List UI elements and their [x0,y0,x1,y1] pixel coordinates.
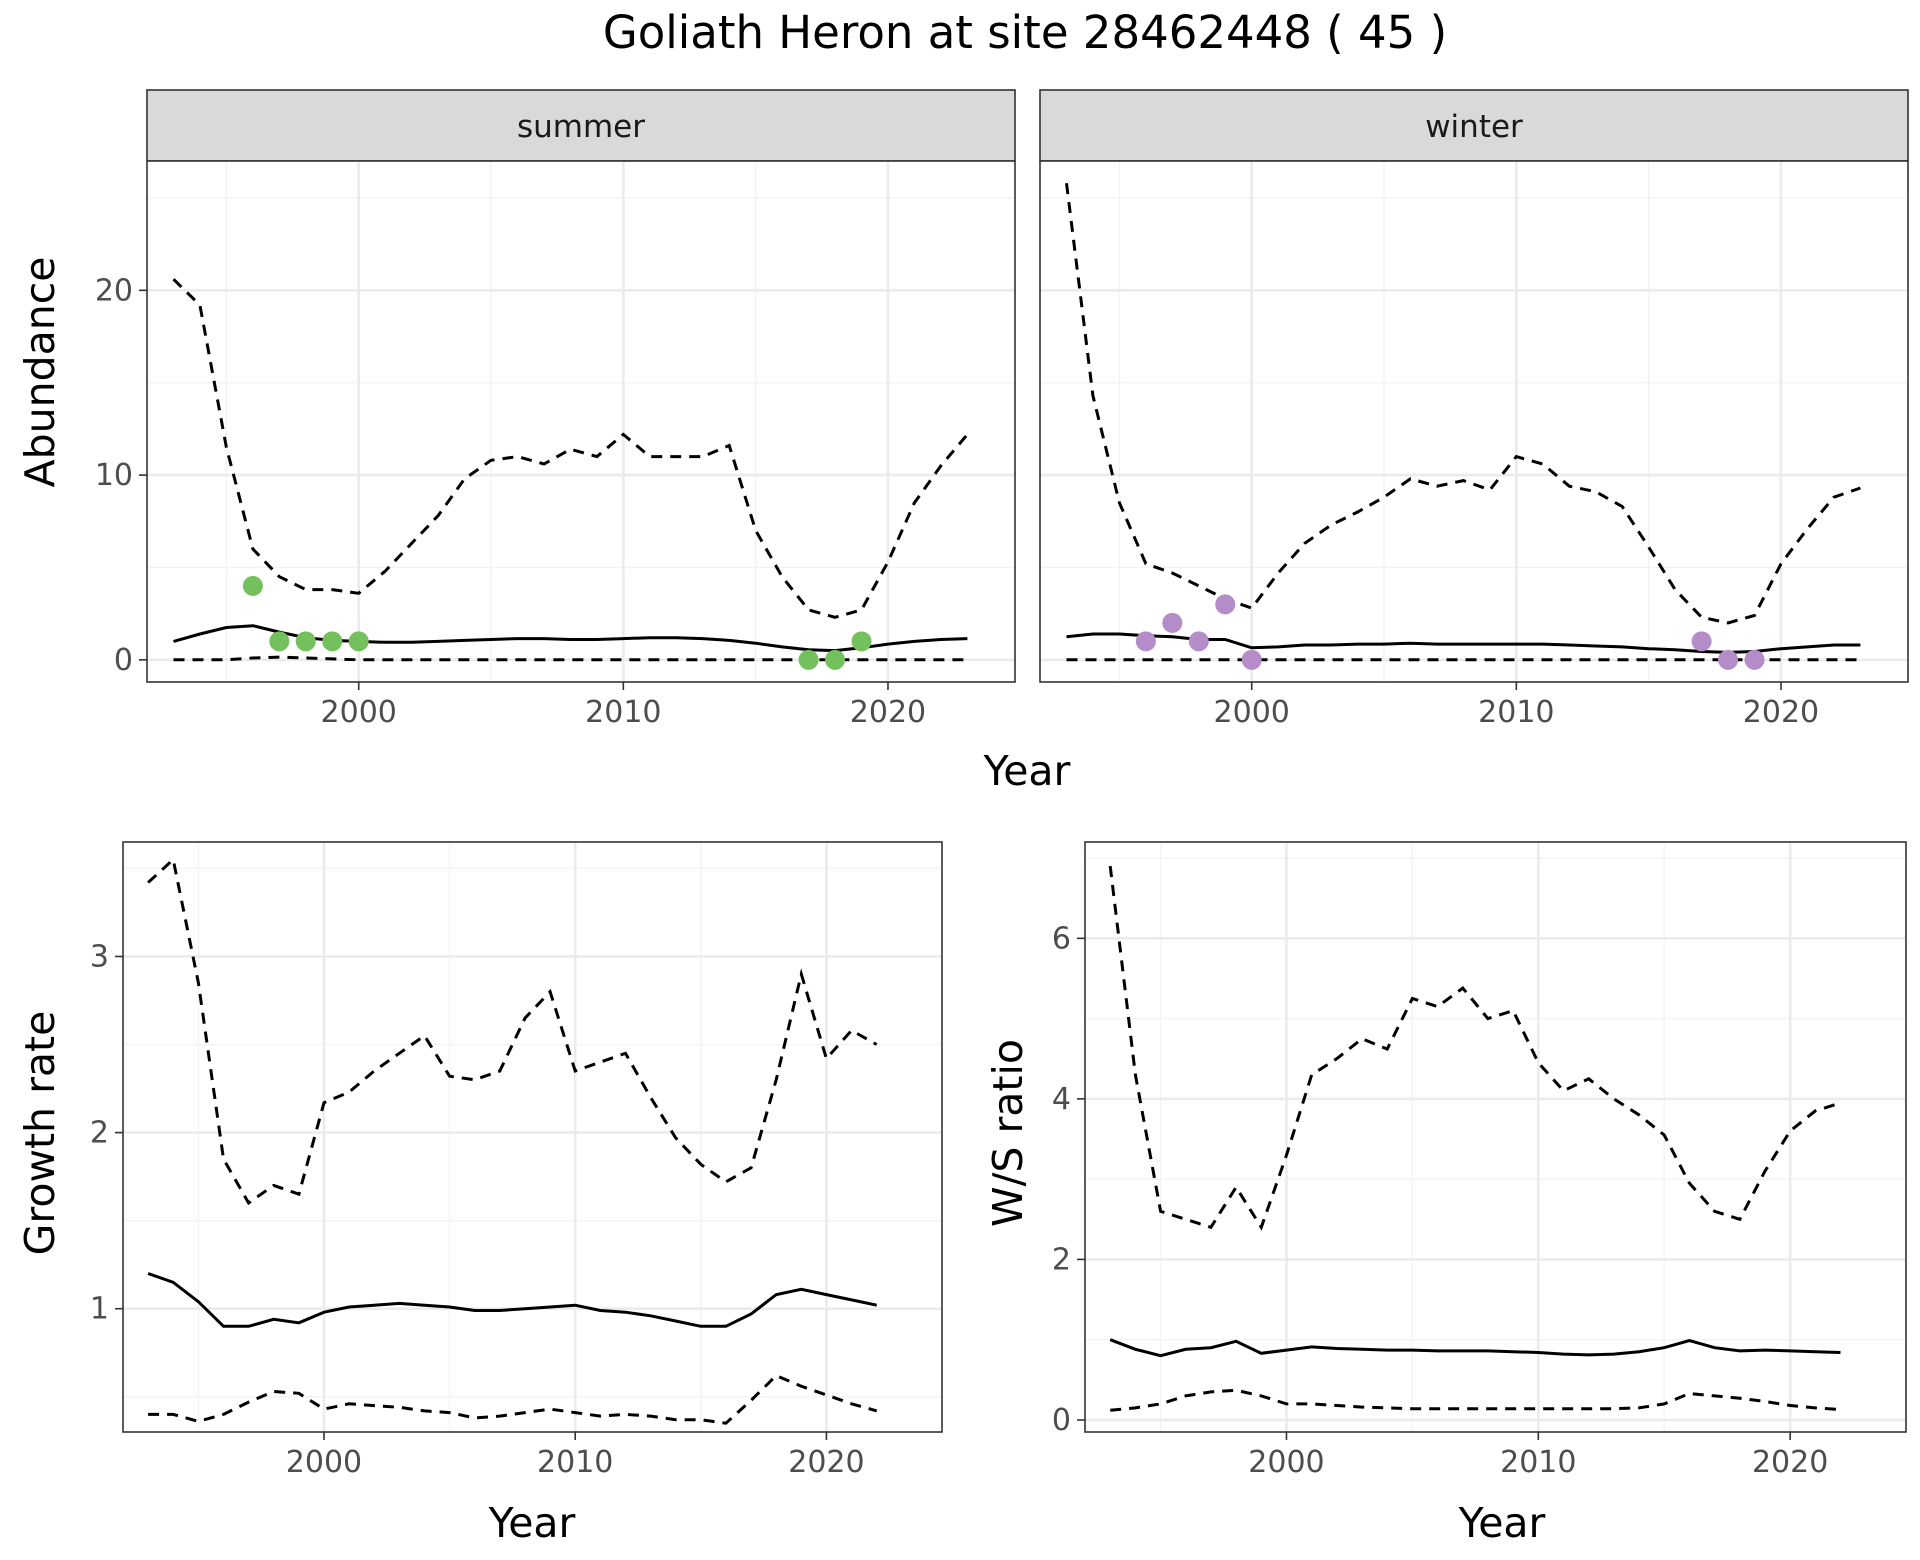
ylabel-abundance: Abundance [16,257,64,488]
ylabel-growth-rate: Growth rate [16,1011,64,1256]
data-point [825,649,846,670]
data-point [242,575,263,596]
series-line-upper [172,278,969,619]
series-line-mean [1109,1338,1841,1358]
data-point [295,631,316,652]
x-tick-label: 2020 [788,1445,864,1480]
xlabel-growth-rate: Year [488,1499,576,1547]
strip-label-summer: summer [517,109,645,145]
y-tick-label: 6 [1052,921,1071,956]
data-point [798,649,819,670]
x-tick-label: 2000 [1214,695,1290,730]
panel-border [1039,160,1909,683]
series-line-upper [147,856,878,1206]
y-tick-label: 20 [95,273,133,308]
data-point [1241,649,1262,670]
y-tick-label: 1 [90,1292,109,1327]
y-tick-label: 4 [1052,1082,1071,1117]
data-point [1718,649,1739,670]
panel-background [123,842,942,1432]
x-tick-label: 2010 [585,695,661,730]
y-tick-label: 0 [114,643,133,678]
data-point [851,631,872,652]
data-point [348,631,369,652]
plot-ws-ratio: 2000 2010 2020 0 2 4 6 [1052,841,1907,1480]
panel-border [146,160,1016,683]
x-tick-label: 2000 [286,1445,362,1480]
data-point [1135,631,1156,652]
x-tick-label: 2010 [1500,1445,1576,1480]
x-tick-label: 2000 [1248,1445,1324,1480]
series-line-lower [148,1373,878,1425]
y-tick-label: 2 [1052,1242,1071,1277]
data-point [322,631,343,652]
x-tick-label: 2020 [1743,695,1819,730]
plot-winter: 2000 2010 2020 [1039,160,1909,730]
panel-summer: summer 2000 2010 2020 0 10 20 Abundance [16,89,1016,730]
x-tick-label: 2020 [850,695,926,730]
panel-border [1084,841,1907,1433]
plot-growth-rate: 2000 2010 2020 1 2 3 [90,841,943,1480]
y-tick-label: 2 [90,1116,109,1151]
panel-border [122,841,943,1433]
y-tick-label: 10 [95,458,133,493]
strip-winter [1039,89,1909,162]
x-tick-label: 2010 [1478,695,1554,730]
data-point [1215,594,1236,615]
data-point [1691,631,1712,652]
data-point [1188,631,1209,652]
plot-summer: 2000 2010 2020 0 10 20 [95,160,1016,730]
ylabel-ws-ratio: W/S ratio [984,1039,1032,1227]
x-tick-label: 2010 [537,1445,613,1480]
strip-label-winter: winter [1425,109,1523,145]
series-line-lower [1110,1388,1841,1412]
panel-background [1040,161,1908,682]
data-point [1744,649,1765,670]
y-tick-label: 3 [90,939,109,974]
xlabel-top: Year [983,747,1071,795]
strip-summer [146,89,1016,162]
figure-title: Goliath Heron at site 28462448 ( 45 ) [603,6,1447,59]
panel-winter: winter 2000 2010 2020 [1039,89,1909,730]
panel-background [1085,842,1906,1432]
panel-background [147,161,1015,682]
x-tick-label: 2000 [321,695,397,730]
data-point [269,631,290,652]
xlabel-ws-ratio: Year [1458,1499,1546,1547]
x-tick-label: 2020 [1752,1445,1828,1480]
series-line-upper [1108,865,1841,1231]
series-line-upper [1065,183,1861,625]
data-point [1162,612,1183,633]
y-tick-label: 0 [1052,1403,1071,1438]
panel-growth-rate: 2000 2010 2020 1 2 3 Growth rate Year [16,841,943,1547]
panel-ws-ratio: 2000 2010 2020 0 2 4 6 W/S ratio Year [984,841,1907,1547]
series-line-mean [147,1272,878,1328]
